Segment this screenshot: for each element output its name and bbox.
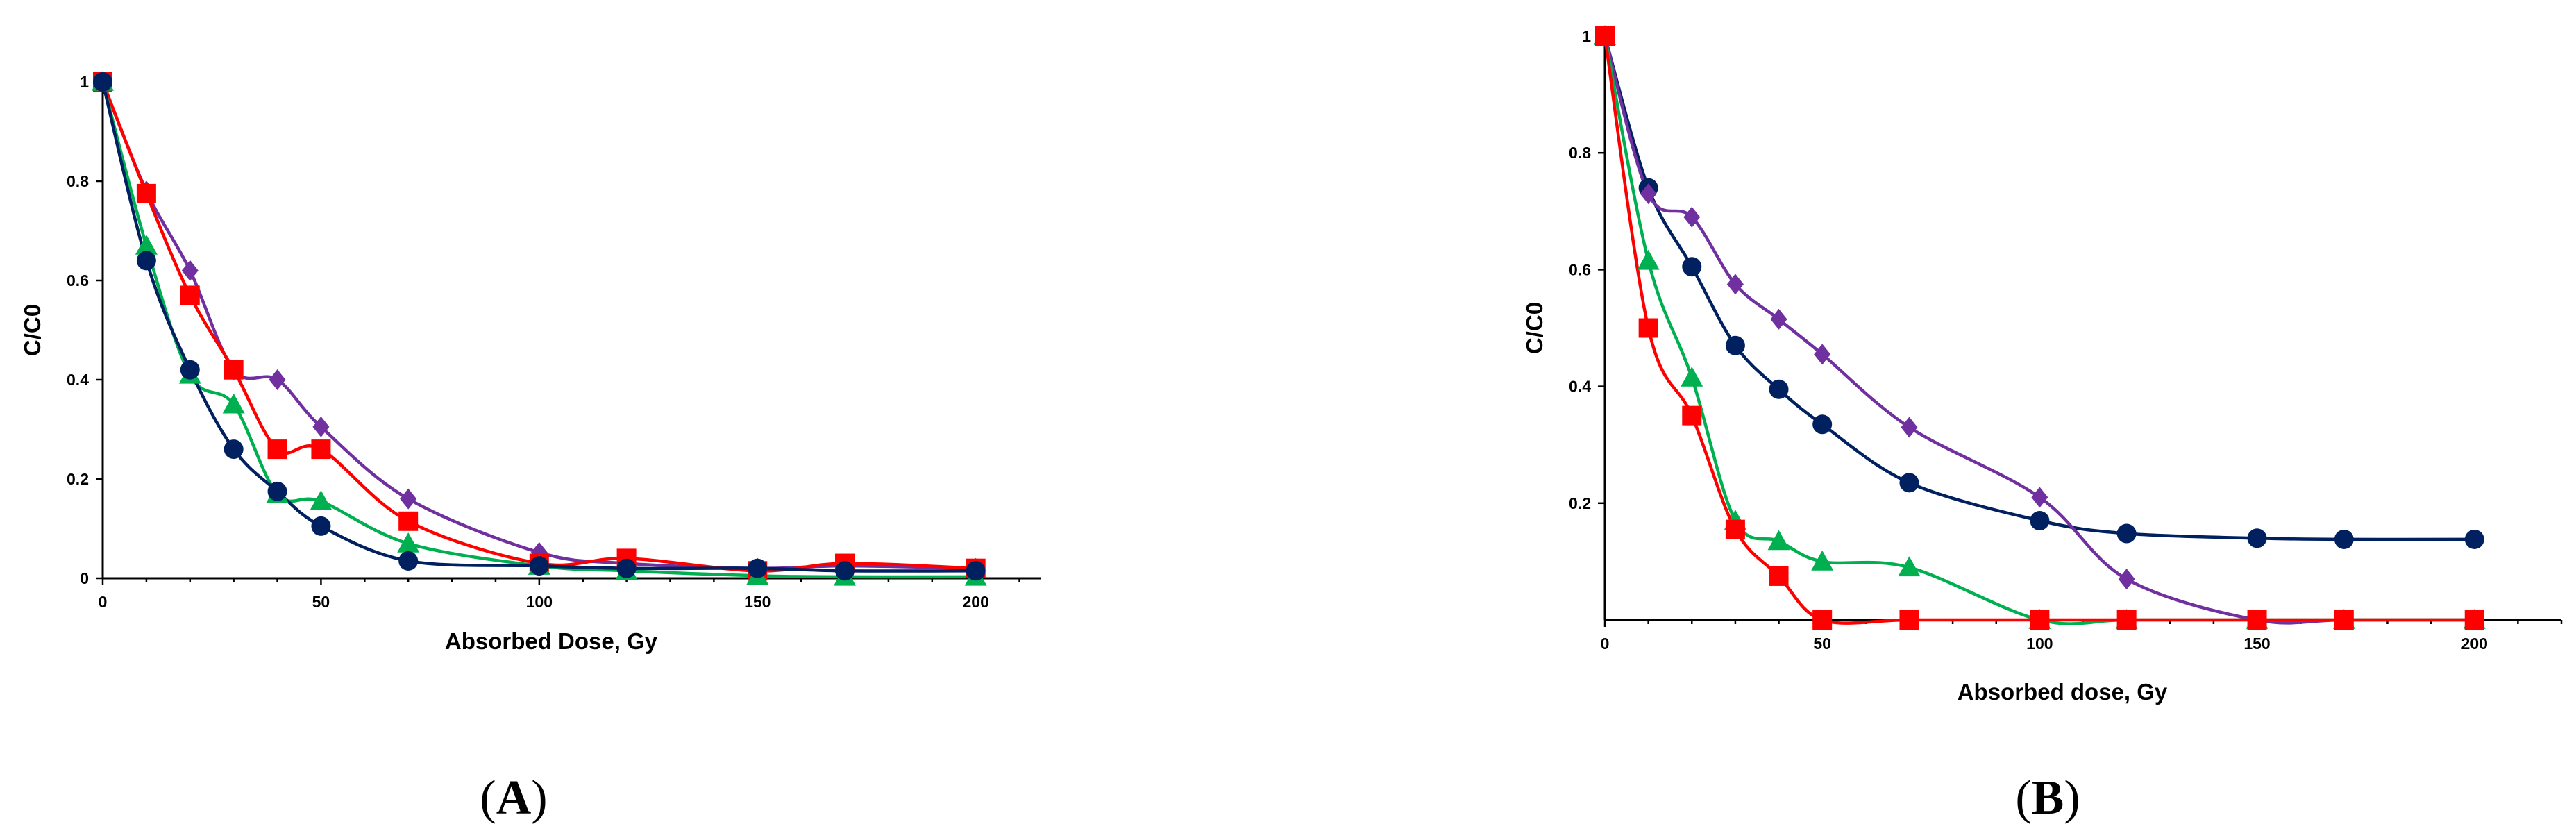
data-point-triangle [397,532,420,553]
x-tick-label: 100 [2026,635,2053,653]
data-point-square [136,183,156,203]
y-axis-label: C/C0 [1522,302,1547,354]
series-line-square [101,80,977,573]
y-tick-label: 0.6 [1569,260,1591,278]
data-point-diamond [181,260,199,281]
data-point-square [398,511,419,531]
data-point-square [1638,318,1658,338]
x-tick-label: 150 [2244,635,2270,653]
data-point-square [267,439,287,460]
x-tick-label: 200 [962,593,988,611]
data-point-circle [224,439,244,460]
x-axis-label: Absorbed Dose, Gy [445,628,658,654]
data-point-circle [267,481,287,501]
y-tick-label: 0.4 [67,371,89,389]
data-point-triangle [1767,530,1790,551]
data-point-circle [616,558,637,578]
data-point-circle [2247,528,2267,548]
data-point-circle [748,558,768,578]
x-tick-label: 0 [1601,635,1610,653]
data-point-circle [398,551,419,571]
data-point-diamond [1770,308,1787,330]
y-tick-label: 0.8 [1569,144,1591,162]
y-tick-label: 0.2 [1569,494,1591,512]
data-point-triangle [1898,556,1921,577]
y-tick-label: 0.4 [1569,378,1591,396]
data-point-square [224,360,244,380]
y-tick-label: 1 [80,73,89,91]
panel-label: (B) [2015,771,2080,825]
data-point-triangle [1681,366,1703,387]
data-point-diamond [400,488,417,510]
data-point-circle [1682,257,1702,277]
data-point-circle [2116,523,2137,544]
data-point-circle [1725,335,1745,355]
series-markers [92,71,987,586]
data-point-square [2116,610,2137,630]
data-point-diamond [1814,344,1831,365]
data-point-diamond [1683,206,1701,228]
y-tick-label: 1 [1582,27,1591,45]
data-point-circle [93,72,112,92]
y-tick-label: 0.2 [67,470,89,488]
data-point-circle [2334,529,2354,549]
chart-a: 0 50 100 150 200 0 0.2 0.4 0.6 0.8 1 Absorbed Dose,… [19,71,1041,825]
data-point-square [1812,610,1833,630]
data-point-circle [529,556,549,576]
data-point-square [1725,519,1745,539]
data-point-square [180,285,200,305]
data-point-square [2464,610,2484,630]
x-tick-label: 0 [99,593,108,611]
x-tick-label: 200 [2461,635,2488,653]
data-point-square [2334,610,2354,630]
data-point-square [1682,405,1702,426]
data-point-triangle [1637,249,1660,270]
data-point-triangle [310,490,332,510]
series-markers [1594,25,2486,630]
data-point-diamond [2118,569,2135,590]
data-point-square [2030,610,2050,630]
x-tick-label: 150 [744,593,771,611]
data-point-circle [1899,473,1919,493]
data-point-circle [1769,379,1789,399]
y-tick-label: 0 [80,569,89,587]
data-point-circle [136,251,156,271]
data-point-diamond [1901,417,1918,438]
data-point-diamond [2031,487,2048,508]
data-point-triangle [222,393,245,414]
series-line-triangle [101,80,977,579]
data-point-triangle [1811,550,1834,571]
data-point-circle [311,516,331,536]
chart-b: 0 50 100 150 200 0.2 0.4 0.6 0.8 1 Absorbed dose, … [1522,25,2563,825]
series-line-circle [1603,34,2476,541]
data-point-square [311,439,331,460]
data-point-circle [2030,511,2050,531]
data-point-square [1595,26,1615,46]
data-point-diamond [269,369,286,390]
series-line-diamond [101,80,977,571]
x-tick-label: 50 [1813,635,1831,653]
y-tick-label: 0.8 [67,172,89,190]
x-axis-label: Absorbed dose, Gy [1958,679,2168,705]
series-lines [101,80,977,579]
data-point-square [2247,610,2267,630]
data-point-diamond [1640,183,1657,205]
data-point-circle [180,360,200,380]
y-axis-label: C/C0 [19,304,45,356]
data-point-triangle [135,234,158,255]
y-tick-label: 0.6 [67,271,89,289]
data-point-square [1899,610,1919,630]
data-point-circle [1812,414,1833,435]
data-point-circle [966,561,986,581]
data-point-circle [835,561,855,581]
series-line-circle [101,80,977,573]
panel-label: (A) [480,771,547,825]
data-point-circle [2464,529,2484,549]
data-point-diamond [312,416,330,437]
data-point-square [1769,566,1789,586]
data-point-diamond [1726,274,1744,295]
x-tick-label: 100 [526,593,553,611]
x-tick-label: 50 [312,593,330,611]
